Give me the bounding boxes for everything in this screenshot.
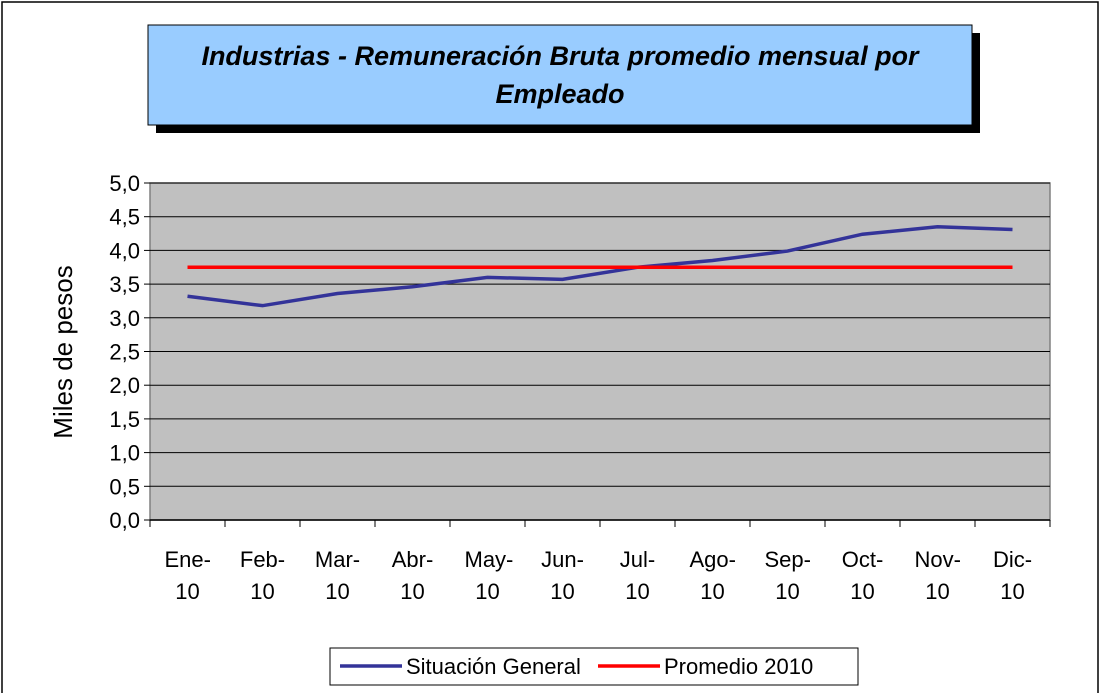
y-tick-label: 4,5 <box>109 205 140 230</box>
title-box <box>147 24 973 126</box>
y-tick-label: 4,0 <box>109 238 140 263</box>
x-tick-label: May-10 <box>464 547 514 604</box>
y-tick-label: 0,0 <box>109 508 140 533</box>
legend-label: Promedio 2010 <box>664 654 813 679</box>
y-tick-label: 1,5 <box>109 407 140 432</box>
y-tick-label: 3,5 <box>109 272 140 297</box>
x-tick-label: Abr-10 <box>391 547 434 604</box>
y-tick-label: 1,0 <box>109 441 140 466</box>
y-tick-label: 3,0 <box>109 306 140 331</box>
x-tick-label: Mar-10 <box>314 547 361 604</box>
x-tick-label: Dic-10 <box>992 547 1033 604</box>
y-tick-label: 0,5 <box>109 474 140 499</box>
y-axis-label: Miles de pesos <box>48 265 78 438</box>
y-tick-label: 5,0 <box>109 171 140 196</box>
y-tick-label: 2,5 <box>109 340 140 365</box>
x-tick-label: Ago-10 <box>689 547 736 604</box>
x-tick-label: Jul-10 <box>619 547 656 604</box>
x-tick-label: Oct-10 <box>841 547 884 604</box>
x-tick-label: Jun-10 <box>541 547 584 604</box>
x-tick-label: Nov-10 <box>914 547 961 604</box>
legend-label: Situación General <box>406 654 581 679</box>
chart-title: Industrias - Remuneración Bruta promedio… <box>201 41 919 109</box>
title-holder: Industrias - Remuneración Bruta promedio… <box>201 41 919 109</box>
x-tick-label: Feb-10 <box>239 547 286 604</box>
legend-box <box>329 647 859 686</box>
x-tick-label: Sep-10 <box>764 547 811 604</box>
y-tick-label: 2,0 <box>109 373 140 398</box>
series-line <box>187 225 1013 308</box>
x-tick-label: Ene-10 <box>164 547 211 604</box>
